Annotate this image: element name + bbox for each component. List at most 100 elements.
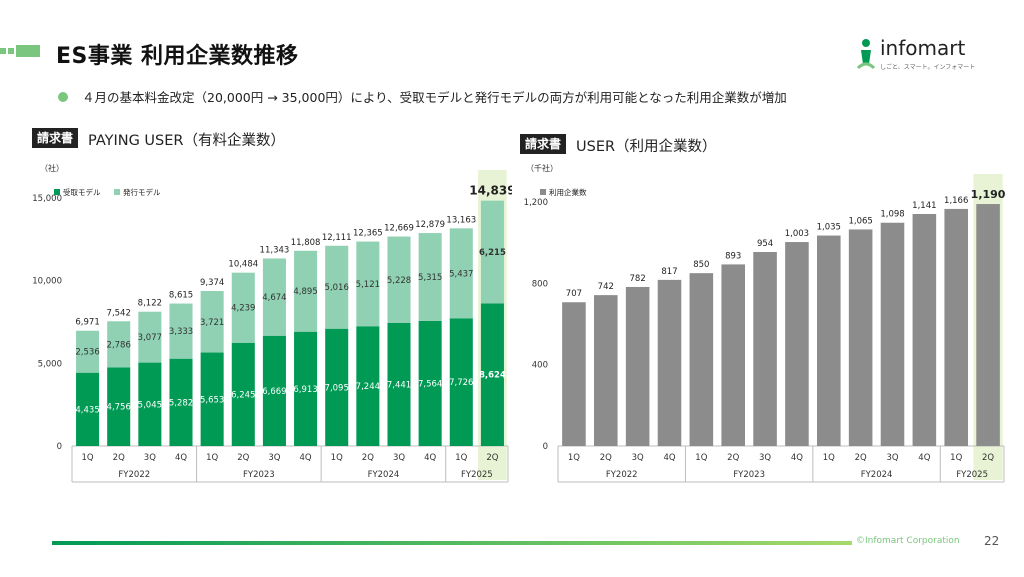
bar <box>657 279 682 446</box>
bar <box>593 295 618 446</box>
total-value-label: 8,615 <box>169 291 193 301</box>
y-tick-label: 800 <box>532 279 548 289</box>
legend-swatch <box>114 189 120 195</box>
x-tick-label: 4Q <box>918 453 930 463</box>
segment-value-label: 6,669 <box>262 387 286 397</box>
bar-value-label: 742 <box>598 282 614 292</box>
group-label: FY2024 <box>368 470 400 480</box>
logo-tagline: しごと、スマート。インフォマート <box>880 64 976 71</box>
bar-value-label: 817 <box>661 267 677 277</box>
bar-value-label: 707 <box>566 289 582 299</box>
segment-value-label: 4,674 <box>262 293 286 303</box>
x-tick-label: 4Q <box>663 453 675 463</box>
segment-value-label: 5,016 <box>325 283 349 293</box>
bar-segment <box>387 236 411 323</box>
bar-value-label: 893 <box>725 251 741 261</box>
total-value-label: 11,343 <box>260 245 290 255</box>
segment-value-label: 4,435 <box>75 405 99 415</box>
total-value-label: 12,669 <box>384 224 414 234</box>
total-value-label: 8,122 <box>138 299 162 309</box>
segment-value-label: 6,245 <box>231 390 255 400</box>
bar-segment <box>325 328 349 446</box>
bar-segment <box>356 241 380 327</box>
y-tick-label: 0 <box>57 442 62 452</box>
segment-value-label: 5,437 <box>449 269 473 279</box>
bar-segment <box>107 321 131 368</box>
logo-figure-icon <box>856 39 876 70</box>
right-chart-title: USER（利用企業数） <box>576 139 717 155</box>
segment-value-label: 3,077 <box>138 333 162 343</box>
bar-segment <box>480 303 504 446</box>
bar-segment <box>325 245 349 329</box>
y-tick-label: 15,000 <box>32 194 62 204</box>
bar-segment <box>418 320 442 446</box>
bar-segment <box>231 342 255 446</box>
bar <box>753 252 777 446</box>
bar <box>944 208 969 446</box>
y-tick-label: 400 <box>532 361 548 371</box>
bar-value-label: 850 <box>693 260 709 270</box>
bar-segment <box>418 233 442 321</box>
segment-value-label: 4,756 <box>107 403 131 413</box>
bar-value-label: 1,190 <box>971 188 1006 201</box>
segment-value-label: 4,895 <box>293 287 317 297</box>
group-label: FY2022 <box>118 470 150 480</box>
bar-segment <box>107 367 131 446</box>
legend-label: 受取モデル <box>63 187 101 197</box>
segment-value-label: 7,095 <box>325 383 349 393</box>
logo-text: infomart <box>880 36 966 60</box>
group-label: FY2025 <box>956 470 988 480</box>
bar-segment <box>200 291 224 353</box>
x-tick-label: 3Q <box>144 453 156 463</box>
bar <box>816 235 841 446</box>
y-tick-label: 0 <box>543 442 548 452</box>
bar-segment <box>76 330 100 373</box>
segment-value-label: 2,536 <box>75 348 99 358</box>
bar-segment <box>138 311 162 363</box>
total-value-label: 12,111 <box>322 233 352 243</box>
bar-value-label: 1,166 <box>944 196 968 206</box>
y-tick-label: 10,000 <box>32 277 62 287</box>
x-tick-label: 4Q <box>300 453 312 463</box>
bar-value-label: 1,098 <box>880 210 904 220</box>
segment-value-label: 7,726 <box>449 378 473 388</box>
left-chart-title: PAYING USER（有料企業数） <box>88 133 285 149</box>
total-value-label: 10,484 <box>228 260 258 270</box>
segment-value-label: 7,441 <box>387 380 411 390</box>
total-value-label: 13,163 <box>446 215 476 225</box>
segment-value-label: 5,045 <box>138 400 162 410</box>
x-tick-label: 1Q <box>455 453 467 463</box>
x-tick-label: 1Q <box>82 453 94 463</box>
bar-segment <box>480 200 504 304</box>
bar-value-label: 1,065 <box>848 216 872 226</box>
group-label: FY2025 <box>461 470 493 480</box>
total-value-label: 12,879 <box>415 220 445 230</box>
segment-value-label: 7,244 <box>356 382 380 392</box>
bar <box>689 273 714 446</box>
segment-value-label: 6,215 <box>479 248 506 258</box>
bar-segment <box>138 362 162 446</box>
left-chart-unit: （社） <box>40 164 64 173</box>
x-tick-label: 4Q <box>424 453 436 463</box>
y-tick-label: 1,200 <box>524 198 548 208</box>
legend-label: 発行モデル <box>123 187 161 197</box>
segment-value-label: 5,653 <box>200 395 224 405</box>
bar <box>562 302 586 446</box>
total-value-label: 11,808 <box>291 238 321 248</box>
x-tick-label: 2Q <box>237 453 249 463</box>
x-tick-label: 1Q <box>331 453 343 463</box>
bar-segment <box>200 352 224 446</box>
group-label: FY2022 <box>606 470 638 480</box>
x-tick-label: 2Q <box>600 453 612 463</box>
x-tick-label: 1Q <box>568 453 580 463</box>
segment-value-label: 3,721 <box>200 318 224 328</box>
total-value-label: 14,839 <box>469 184 512 198</box>
bar-segment <box>449 318 473 446</box>
segment-value-label: 5,315 <box>418 273 442 283</box>
x-tick-label: 3Q <box>759 453 771 463</box>
legend-swatch <box>54 189 60 195</box>
x-tick-label: 1Q <box>823 453 835 463</box>
bar <box>625 286 650 446</box>
